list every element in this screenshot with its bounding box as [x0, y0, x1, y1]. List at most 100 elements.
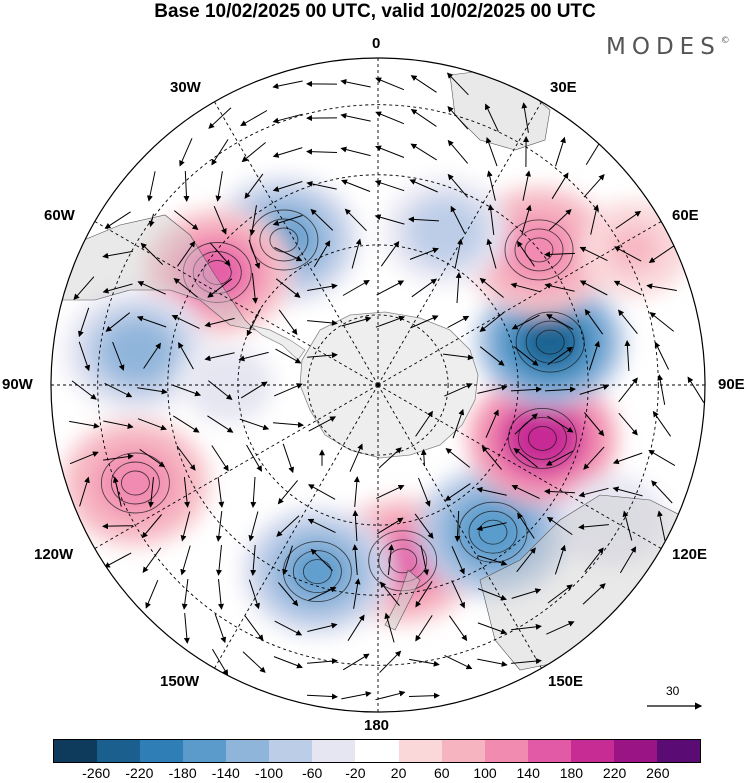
wind-vector [546, 621, 575, 635]
wind-vector [379, 581, 400, 607]
wind-vector [657, 374, 666, 405]
wind-vector [545, 450, 574, 466]
wind-vector [487, 204, 495, 235]
wind-vector [455, 272, 462, 304]
wind-vector [450, 205, 466, 234]
wind-vector [274, 246, 303, 262]
wind-vector [308, 587, 337, 601]
wind-vector [544, 282, 575, 292]
wind-vector [238, 351, 269, 362]
wind-vector [180, 511, 191, 542]
wind-vector [410, 75, 437, 93]
colorbar [53, 739, 701, 763]
wind-vector [476, 486, 507, 496]
circulation-contour [468, 510, 518, 554]
wind-vector [251, 273, 259, 304]
colorbar-tick-label: 100 [473, 765, 497, 781]
wind-vector [477, 555, 508, 566]
wind-vector [384, 612, 395, 643]
wind-vector [341, 691, 372, 700]
wind-vector [479, 312, 505, 333]
colorbar-tick-label: 60 [434, 765, 450, 781]
wind-vector [511, 485, 540, 499]
wind-vector [481, 445, 502, 470]
wind-vector [273, 656, 303, 669]
wind-vector [143, 342, 161, 369]
circulation-contour [120, 470, 150, 496]
wind-vector [511, 623, 542, 631]
wind-vector [380, 240, 400, 267]
wind-vector [71, 380, 97, 400]
colorbar-swatch [355, 740, 399, 762]
circulation-contour [100, 452, 170, 514]
meridian-line [377, 384, 542, 669]
wind-vector [211, 648, 229, 676]
wind-vector [547, 346, 574, 366]
wind-vector [420, 448, 427, 467]
wind-vector [375, 111, 405, 125]
wind-vector [282, 443, 295, 474]
wind-vector [250, 476, 257, 508]
wind-vector [511, 314, 540, 330]
south-pole-marker [376, 383, 380, 387]
colorbar-swatch [183, 740, 227, 762]
wind-vector [207, 278, 233, 298]
wind-vector [513, 346, 539, 366]
wind-vector [544, 251, 576, 258]
circulation-contour [302, 559, 332, 585]
wind-vector [579, 384, 610, 395]
wind-vector [618, 412, 638, 436]
colorbar-tick-label: 220 [602, 765, 627, 781]
wind-vector [307, 518, 336, 534]
wind-vector [282, 545, 293, 576]
anomaly-contour [521, 317, 579, 367]
colorbar-swatch [54, 740, 98, 762]
wind-vector [590, 204, 600, 235]
wind-vector [104, 211, 131, 229]
brand-mark: © [720, 36, 730, 46]
wind-vector [349, 443, 363, 472]
wind-vector [646, 283, 677, 291]
wind-vector [479, 346, 505, 366]
colorbar-swatch [312, 740, 356, 762]
wind-vector [544, 386, 576, 393]
wind-vector [445, 447, 471, 468]
wind-vector [546, 516, 573, 536]
wind-vector [137, 418, 167, 431]
meridian-line [214, 384, 379, 669]
wind-vector [477, 658, 508, 667]
wind-vector [204, 352, 235, 362]
wind-vector [239, 418, 270, 431]
wind-vector [652, 410, 672, 437]
wind-vector [347, 614, 365, 641]
wind-vector [306, 148, 338, 155]
wind-vector [615, 210, 642, 229]
circulation-contour [458, 501, 528, 563]
wind-vector [306, 180, 337, 190]
wind-vector [351, 238, 362, 269]
wind-vector [353, 476, 360, 507]
wind-vector [272, 147, 303, 158]
colorbar-swatch [484, 740, 528, 762]
lon-label-150e: 150E [548, 673, 584, 690]
colorbar-swatch [97, 740, 141, 762]
wind-vector [454, 510, 461, 542]
wind-vector [375, 77, 405, 91]
lon-label-90w: 90W [2, 376, 33, 393]
wind-vector [216, 545, 222, 576]
lon-label-90e: 90E [718, 376, 745, 393]
meridian-line [94, 384, 379, 549]
wind-vector [249, 205, 257, 236]
wind-vector [411, 278, 438, 298]
wind-vector [307, 352, 338, 359]
circulation-contour [202, 260, 232, 285]
wind-vector [511, 588, 542, 599]
wind-vector [376, 485, 405, 499]
wind-vector [613, 280, 642, 296]
wind-vector [306, 693, 338, 700]
circulation-contour [515, 311, 585, 373]
wind-vector [516, 240, 535, 267]
wind-vector [204, 317, 235, 328]
wind-vector [146, 171, 156, 202]
wind-vector [240, 110, 268, 126]
